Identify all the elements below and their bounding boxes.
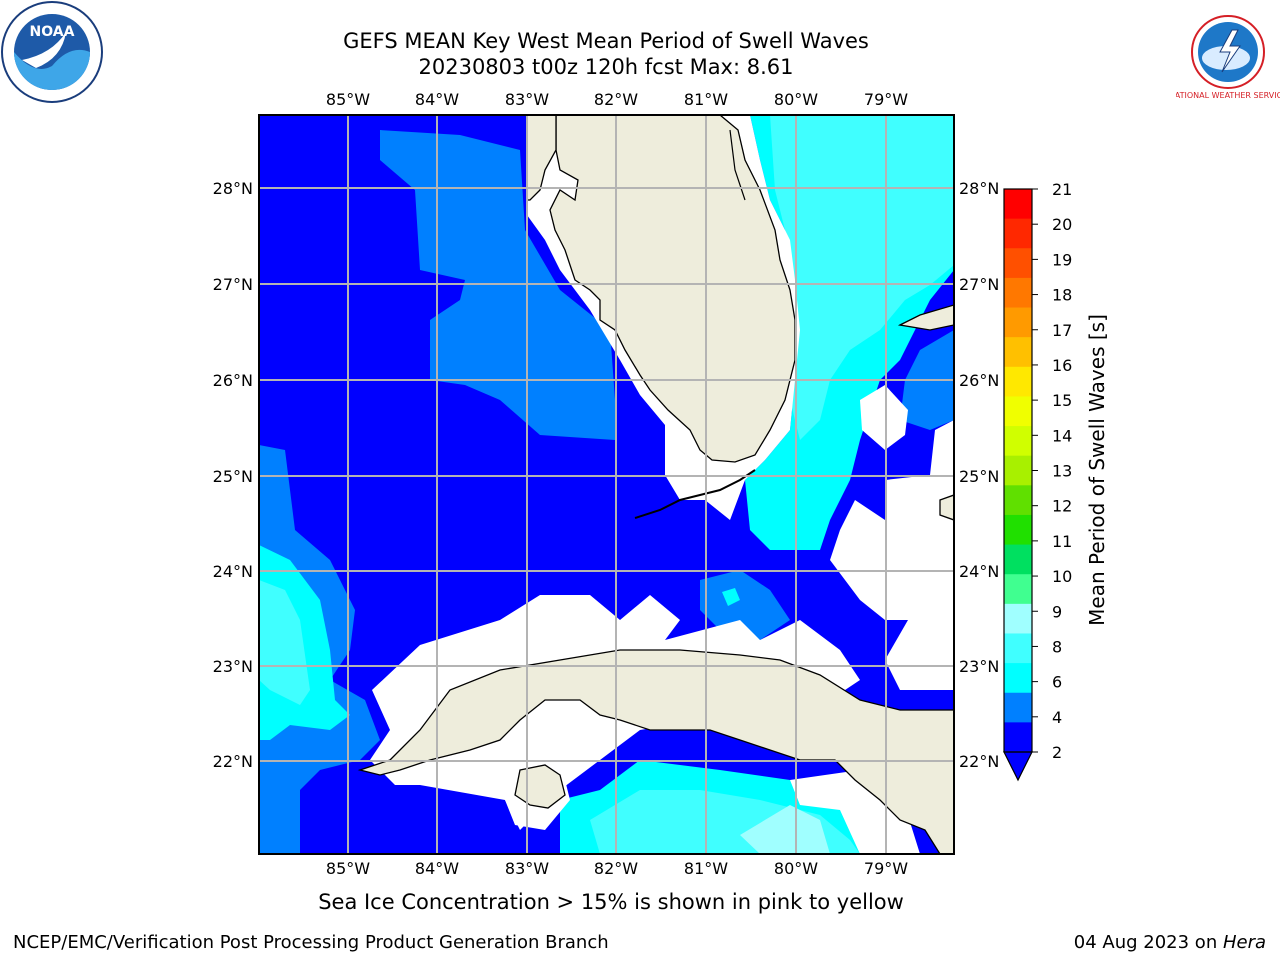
lon-tick-label-top: 84°W (415, 90, 459, 109)
atlantic-light-cyan-region (770, 115, 954, 440)
bahamas-land (897, 304, 954, 331)
colorbar-tick-label: 8 (1052, 637, 1062, 656)
south-keys-cyan-spot (722, 588, 740, 606)
colorbar-segment (1004, 277, 1032, 309)
florida-keys (634, 469, 756, 519)
lon-tick-label-top: 80°W (774, 90, 818, 109)
lon-tick-label-bottom: 80°W (774, 859, 818, 878)
lon-tick-label-bottom: 79°W (864, 859, 908, 878)
colorbar-tick-label: 6 (1052, 673, 1062, 692)
colorbar-segment (1004, 307, 1032, 338)
colorbar-segment (1004, 337, 1032, 368)
colorbar-tick-label: 21 (1052, 180, 1072, 199)
lat-tick-label-left: 26°N (213, 371, 253, 390)
south-keys-patch (700, 570, 790, 640)
colorbar-tick-label: 20 (1052, 215, 1072, 234)
lat-tick-label-right: 27°N (959, 275, 999, 294)
colorbar-extend-arrow (1003, 751, 1033, 782)
lon-tick-label-top: 82°W (594, 90, 638, 109)
footer-credit: NCEP/EMC/Verification Post Processing Pr… (13, 932, 609, 953)
colorbar-segment (1004, 218, 1032, 249)
lat-tick-label-right: 25°N (959, 467, 999, 486)
sea-ice-note: Sea Ice Concentration > 15% is shown in … (318, 890, 904, 914)
noaa-logo: NOAA (1, 1, 103, 103)
colorbar-tick-label: 12 (1052, 497, 1072, 516)
colorbar-segment (1004, 692, 1032, 723)
lat-tick-label-left: 24°N (213, 562, 253, 581)
map-area (259, 115, 954, 854)
colorbar-segment (1004, 366, 1032, 397)
colorbar-segment (1004, 426, 1032, 457)
lon-tick-label-top: 85°W (326, 90, 370, 109)
caribbean-pale-cyan-region (740, 805, 830, 854)
lon-tick-label-top: 81°W (684, 90, 728, 109)
lat-tick-label-right: 26°N (959, 371, 999, 390)
lon-tick-label-bottom: 84°W (415, 859, 459, 878)
lon-tick-label-bottom: 83°W (505, 859, 549, 878)
lat-tick-label-left: 28°N (213, 179, 253, 198)
map-frame (258, 114, 955, 855)
colorbar-segment (1004, 574, 1032, 605)
map-grid (259, 115, 954, 854)
chart-title: GEFS MEAN Key West Mean Period of Swell … (343, 29, 869, 53)
colorbar-tick-label: 17 (1052, 321, 1072, 340)
colorbar-segment (1004, 189, 1032, 220)
colorbar-tick-label: 14 (1052, 426, 1072, 445)
colorbar-tick-label: 19 (1052, 250, 1072, 269)
lat-tick-label-left: 23°N (213, 657, 253, 676)
florida-land (549, 115, 796, 463)
east-nodata (830, 420, 954, 690)
colorbar-segment (1004, 514, 1032, 546)
colorbar: 21 20 19 18 17 16 15 14 13 12 11 10 9 8 6 4 2 (1003, 180, 1072, 782)
colorbar-tick-label: 4 (1052, 708, 1062, 727)
colorbar-segment (1004, 603, 1032, 634)
colorbar-tick-label: 13 (1052, 462, 1072, 481)
colorbar-segment (1004, 455, 1032, 486)
map-tick-labels: 85°W 85°W 84°W 84°W 83°W 83°W 82°W 82°W 81°W 81°W… (213, 90, 1000, 878)
colorbar-segment (1004, 485, 1032, 516)
bahamas-nodata (860, 385, 908, 450)
nws-logo: NATIONAL WEATHER SERVICE (1176, 2, 1280, 102)
lon-tick-label-bottom: 82°W (594, 859, 638, 878)
colorbar-segment (1004, 663, 1032, 694)
noaa-logo-text: NOAA (30, 24, 75, 40)
lat-tick-label-right: 22°N (959, 752, 999, 771)
lon-tick-label-bottom: 85°W (326, 859, 370, 878)
lon-tick-label-top: 83°W (505, 90, 549, 109)
lat-tick-label-right: 24°N (959, 562, 999, 581)
colorbar-tick-label: 18 (1052, 286, 1072, 305)
colorbar-tick-label: 9 (1052, 602, 1062, 621)
coast-inland-lake (729, 129, 746, 201)
lat-tick-label-left: 27°N (213, 275, 253, 294)
lat-tick-label-left: 22°N (213, 752, 253, 771)
lon-tick-label-bottom: 81°W (684, 859, 728, 878)
colorbar-segment (1004, 633, 1032, 664)
lat-tick-label-right: 23°N (959, 657, 999, 676)
colorbar-segment (1004, 722, 1032, 753)
cuba-land (357, 649, 954, 854)
colorbar-tick-label: 10 (1052, 567, 1072, 586)
colorbar-segment (1004, 544, 1032, 575)
colorbar-label: Mean Period of Swell Waves [s] (1085, 314, 1109, 626)
nws-logo-text: NATIONAL WEATHER SERVICE (1176, 91, 1280, 100)
footer-host: Hera (1222, 932, 1266, 953)
chart-subtitle: 20230803 t00z 120h fcst Max: 8.61 (418, 55, 794, 79)
footer-date-text: 04 Aug 2023 on (1073, 932, 1223, 953)
lat-tick-label-right: 28°N (959, 179, 999, 198)
colorbar-tick-label: 15 (1052, 391, 1072, 410)
west-light-cyan-region (259, 580, 310, 705)
colorbar-tick-label: 16 (1052, 356, 1072, 375)
bahamas-island-2 (939, 494, 954, 521)
lat-tick-label-left: 25°N (213, 467, 253, 486)
lon-tick-label-top: 79°W (864, 90, 908, 109)
colorbar-tick-label: 2 (1052, 743, 1062, 762)
colorbar-tick-label: 11 (1052, 532, 1072, 551)
colorbar-segment (1004, 248, 1032, 279)
footer-date: 04 Aug 2023 on Hera (1074, 932, 1266, 953)
colorbar-segment (1004, 396, 1032, 427)
